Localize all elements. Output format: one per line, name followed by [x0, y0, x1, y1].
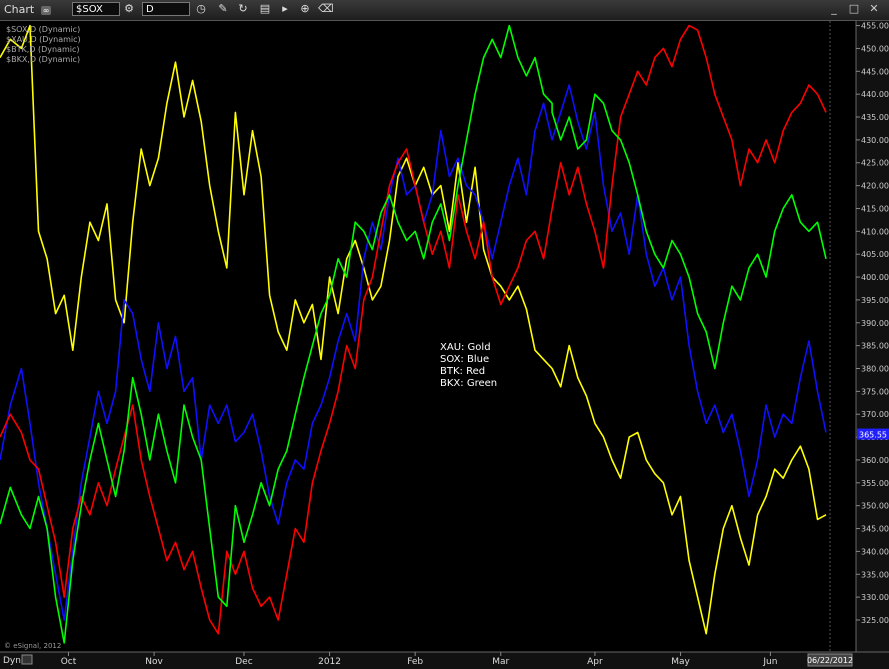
x-tick-label: Nov — [145, 657, 163, 667]
x-axis-panel — [0, 652, 889, 669]
dyn-toggle — [21, 654, 33, 665]
y-tick-label: 410.00 — [861, 227, 889, 236]
plot-area — [0, 21, 856, 652]
x-tick-label: May — [671, 657, 690, 667]
y-tick-label: 430.00 — [861, 136, 889, 145]
chart-title-text: Chart — [4, 3, 35, 16]
chart-toolbar: Chart ∞ $SOX ⚙ D ◷ ✎ ↻ ▤ ▸ ⊕ ⌫ _ □ ✕ — [0, 0, 889, 21]
y-tick-label: 355.00 — [861, 479, 889, 488]
dyn-label: Dyn — [3, 656, 21, 666]
y-tick-label: 385.00 — [861, 342, 889, 351]
symbol-gear-icon[interactable]: ⚙ — [124, 2, 134, 15]
legend-entry-btk: $BTK,D (Dynamic) — [6, 45, 80, 54]
series-line-btk — [0, 24, 827, 635]
y-tick-label: 450.00 — [861, 44, 889, 53]
y-tick-label: 390.00 — [861, 319, 889, 328]
y-tick-label: 380.00 — [861, 365, 889, 374]
y-tick-label: 395.00 — [861, 296, 889, 305]
y-tick-label: 420.00 — [861, 182, 889, 191]
y-tick-label: 330.00 — [861, 593, 889, 602]
date-badge — [807, 653, 853, 667]
y-tick-label: 350.00 — [861, 502, 889, 511]
y-tick-label: 360.00 — [861, 456, 889, 465]
x-tick-label: 2012 — [318, 657, 341, 667]
properties-icon[interactable]: ▤ — [259, 2, 271, 15]
copyright-label: © eSignal, 2012 — [4, 642, 61, 650]
x-tick-label: Jun — [762, 657, 777, 667]
date-label: 06/22/2012 — [807, 656, 853, 665]
y-tick-label: 335.00 — [861, 570, 889, 579]
y-tick-label: 325.00 — [861, 616, 889, 625]
y-tick-label: 370.00 — [861, 410, 889, 419]
close-button[interactable]: ✕ — [869, 2, 879, 15]
legend-entry-xau: $XAU,D (Dynamic) — [6, 35, 81, 44]
y-tick-label: 375.00 — [861, 387, 889, 396]
x-tick-label: Dec — [235, 657, 252, 667]
x-tick-label: Apr — [587, 657, 603, 667]
symbol-input[interactable]: $SOX — [72, 2, 120, 16]
pencil-icon[interactable]: ✎ — [218, 2, 228, 15]
y-tick-label: 425.00 — [861, 159, 889, 168]
y-tick-label: 440.00 — [861, 90, 889, 99]
annotation-line: XAU: Gold — [440, 342, 491, 353]
interval-input[interactable]: D — [142, 2, 190, 16]
y-tick-label: 340.00 — [861, 547, 889, 556]
chart-title: Chart ∞ — [4, 3, 52, 16]
chart-link-badge[interactable]: ∞ — [40, 6, 52, 15]
y-tick-label: 415.00 — [861, 204, 889, 213]
annotation-line: SOX: Blue — [440, 354, 489, 365]
zoom-icon[interactable]: ⊕ — [300, 2, 310, 15]
x-tick-label: Feb — [407, 657, 423, 667]
series-line-bkx — [0, 24, 827, 644]
last-price-badge — [857, 428, 889, 440]
legend-entry-sox: $SOX,D (Dynamic) — [6, 25, 81, 34]
x-tick-label: Oct — [61, 657, 77, 667]
legend-entry-bkx: $BKX,D (Dynamic) — [6, 55, 81, 64]
play-icon[interactable]: ▸ — [282, 2, 288, 15]
y-tick-label: 455.00 — [861, 22, 889, 31]
maximize-button[interactable]: □ — [848, 2, 860, 15]
annotation-line: BKX: Green — [440, 378, 497, 389]
y-tick-label: 435.00 — [861, 113, 889, 122]
interval-clock-icon[interactable]: ◷ — [196, 2, 206, 15]
last-price-label: 365.55 — [859, 431, 887, 440]
eraser-icon[interactable]: ⌫ — [318, 2, 334, 15]
series-legend: $SOX,D (Dynamic) $XAU,D (Dynamic) $BTK,D… — [6, 25, 81, 65]
minimize-button[interactable]: _ — [831, 2, 837, 15]
y-tick-label: 345.00 — [861, 525, 889, 534]
x-tick-label: Mar — [492, 657, 509, 667]
y-tick-label: 400.00 — [861, 273, 889, 282]
y-tick-label: 405.00 — [861, 250, 889, 259]
y-axis-panel — [856, 21, 889, 652]
y-tick-label: 445.00 — [861, 67, 889, 76]
annotation-line: BTK: Red — [440, 366, 485, 377]
refresh-icon[interactable]: ↻ — [238, 2, 248, 15]
